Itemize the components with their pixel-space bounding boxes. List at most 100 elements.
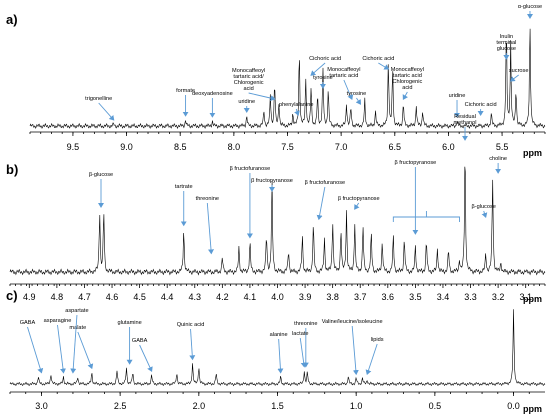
annotation-arrow [70,314,78,374]
peak-annotation: Monocaffeoyl tartaric acid [327,67,360,79]
x-tick-label: 4.5 [133,292,146,302]
peak-annotation: lipids [371,337,384,343]
x-tick-label: 4.7 [78,292,91,302]
x-tick-label: 1.0 [350,401,363,411]
x-tick-label: 5.5 [496,142,509,152]
x-tick-label: 3.8 [326,292,339,302]
x-tick-label: 4.0 [271,292,284,302]
x-tick-label: 1.5 [271,401,284,411]
annotation-arrow [354,202,360,210]
x-tick-label: 4.8 [51,292,64,302]
annotation-arrow [294,108,300,116]
peak-annotation: uridine [238,99,255,105]
peak-annotation: glutamine [117,320,141,326]
annotation-arrow [378,62,390,70]
spectrum-panel-a: 9.5 9.0 8.5 8.0 7.5 7.0 6.5 6.0 5.5 trigonelline f… [29,4,546,152]
peak-annotation: β-glucose [89,172,113,178]
peak-annotation: deoxyadenosine [192,91,233,97]
peak-annotation: tartrate [175,184,193,190]
peak-annotation: Monocaffeoyl tartaric acid Chlorogenic acid [391,67,424,91]
annotation-arrow [27,326,44,374]
x-tick-label: 6.0 [442,142,455,152]
x-tick-label: 0.0 [507,401,520,411]
x-tick-label: 3.1 [519,292,532,302]
x-tick-label: 3.3 [464,292,477,302]
x-tick-label: 3.0 [35,401,48,411]
annotation-arrow [310,62,326,76]
peak-annotation: Monocaffeoyl tartaric acid/Chlorogenic aci… [232,68,265,92]
x-tick-label: 3.7 [354,292,367,302]
panel-label-c: c) [6,288,18,303]
x-tick-label: 3.9 [299,292,312,302]
x-tick-label: 4.1 [244,292,257,302]
range-bracket [392,211,460,222]
spectrum-panel-c: 3.0 2.5 2.0 1.5 1.0 0.5 0.0 GABA asparaginemalat… [9,308,546,411]
peak-annotation: alanine [270,332,288,338]
x-tick-label: 4.2 [216,292,229,302]
spectrum-panel-b: 4.9 4.8 4.7 4.6 4.5 4.4 4.3 4.2 4.1 4.0 3.9 3.8 3.7 3… [9,114,546,302]
peak-annotation: GABA [132,338,148,344]
peak-annotation: β fructopyranose [394,160,436,166]
peak-annotation: Residual methanol [454,114,477,126]
peak-annotation: GABA [20,320,36,326]
annotation-arrow [277,338,284,374]
x-tick-label: 6.5 [389,142,402,152]
peak-annotation: Cichoric acid [362,56,394,62]
peak-annotation: β-glucose [472,204,496,210]
annotation-arrow [316,186,326,221]
peak-annotation: asparagine [44,318,72,324]
peak-annotation: trigonelline [85,96,112,102]
x-tick-label: 2.0 [193,401,206,411]
annotation-arrow [248,92,276,102]
x-tick-label: 7.5 [281,142,294,152]
peak-annotation: Cichoric acid [309,56,341,62]
x-tick-label: 4.9 [23,292,36,302]
annotation-arrow [139,344,153,373]
peak-annotation: choline [489,156,507,162]
annotation-arrow [57,324,66,374]
peak-annotation: Inulin terminal glucose [496,34,516,52]
x-tick-label: 0.5 [429,401,442,411]
x-tick-label: 8.5 [174,142,187,152]
peak-annotation: Quinic acid [177,322,205,328]
peak-annotation: β fructofuranose [305,180,346,186]
peak-annotation: formate [176,88,195,94]
x-tick-label: 9.0 [120,142,133,152]
x-tick-label: 3.5 [409,292,422,302]
peak-annotation: Valine/leucine/isoleucine [322,319,383,325]
x-tick-label: 8.0 [228,142,241,152]
peak-annotation: malate [69,325,86,331]
x-tick-label: 3.2 [492,292,505,302]
panel-label-a: a) [6,12,18,27]
x-tick-label: 4.4 [161,292,174,302]
peak-annotation: threonine [294,321,317,327]
peak-annotation: β fructopyranose [251,178,293,184]
spectrum-line [9,166,546,276]
x-axis-label-c: ppm [523,404,542,414]
annotation-arrow [343,79,354,101]
annotation-arrow [299,337,307,368]
peak-annotation: tyrosine [347,91,367,97]
peak-annotation: tyrosine [313,75,333,81]
panel-label-b: b) [6,162,18,177]
peak-annotation: β fructopyranose [338,196,380,202]
x-tick-label: 3.6 [382,292,395,302]
annotation-arrow [355,97,362,105]
x-tick-label: 9.5 [67,142,80,152]
annotation-arrow [189,328,196,361]
peak-annotation: phenylalanine [279,102,314,108]
peak-annotation: threonine [196,196,219,202]
x-tick-label: 4.3 [189,292,202,302]
annotation-arrow [77,331,94,370]
peak-annotation: lactate [292,331,308,337]
x-tick-label: 7.0 [335,142,348,152]
annotation-arrow [509,74,519,82]
annotation-arrow [365,343,378,376]
peak-annotation: Cichoric acid [465,102,497,108]
x-tick-label: 2.5 [114,401,127,411]
peak-annotation: sucrose [509,68,529,74]
annotation-arrow [351,325,359,376]
annotation-arrow [481,210,488,218]
peak-annotation: aspartate [65,308,88,314]
